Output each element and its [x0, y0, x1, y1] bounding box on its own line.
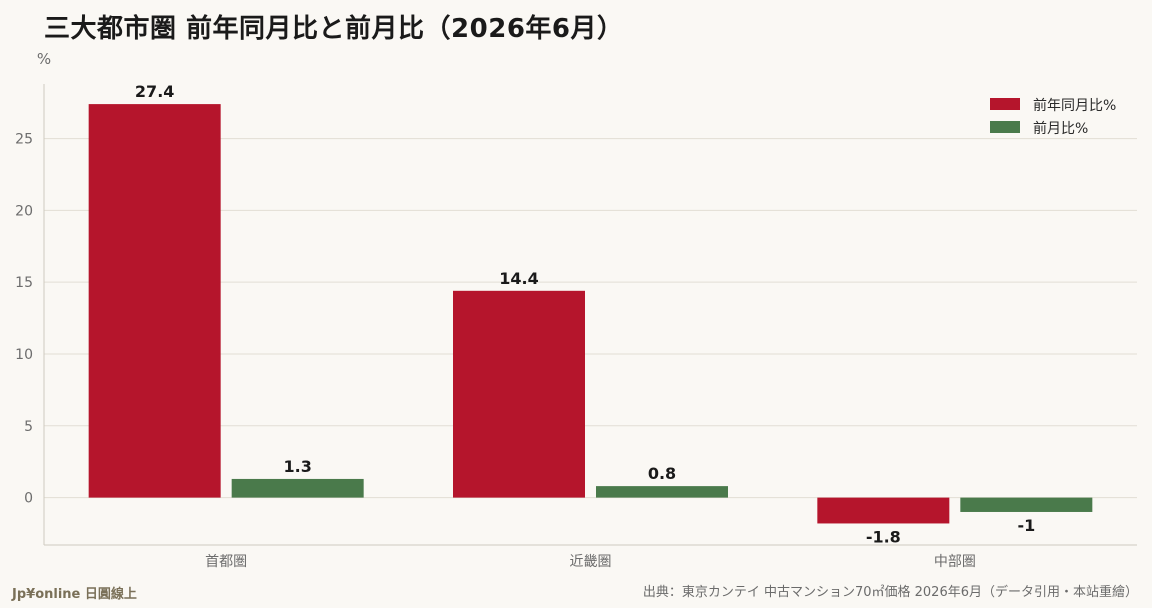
- y-tick-label: 0: [24, 491, 33, 507]
- data-label: 0.8: [648, 464, 676, 483]
- x-tick-label: 首都圏: [205, 554, 247, 570]
- source-note: 出典：東京カンテイ 中古マンション70㎡価格 2026年6月（データ引用・本站重…: [642, 585, 1138, 600]
- legend-label: 前月比%: [1033, 120, 1088, 137]
- y-tick-label: 10: [15, 347, 33, 363]
- chart-title: 三大都市圏 前年同月比と前月比（2026年6月）: [44, 14, 624, 44]
- data-label: 1.3: [283, 457, 311, 476]
- bar-mom-2: [960, 497, 1093, 512]
- legend-label: 前年同月比%: [1033, 97, 1116, 114]
- bar-yoy-2: [817, 497, 950, 524]
- y-tick-label: 25: [15, 132, 33, 148]
- x-tick-label: 近畿圏: [570, 554, 612, 570]
- bar-yoy-0: [88, 104, 221, 498]
- data-label: -1.8: [866, 527, 901, 546]
- data-label: 27.4: [135, 82, 174, 101]
- bar-mom-0: [231, 478, 364, 498]
- data-label: 14.4: [499, 269, 538, 288]
- y-tick-label: 5: [24, 419, 33, 435]
- legend-swatch: [990, 98, 1020, 110]
- bar-yoy-1: [453, 290, 585, 498]
- y-axis-label: %: [37, 50, 51, 68]
- brand-logo-text: Jp¥online 日圓線上: [12, 587, 137, 602]
- y-tick-label: 20: [15, 203, 33, 219]
- legend-swatch: [990, 121, 1020, 133]
- bar-mom-1: [596, 486, 728, 498]
- data-label: -1: [1017, 516, 1035, 535]
- y-tick-label: 15: [15, 275, 33, 291]
- x-tick-label: 中部圏: [934, 554, 976, 570]
